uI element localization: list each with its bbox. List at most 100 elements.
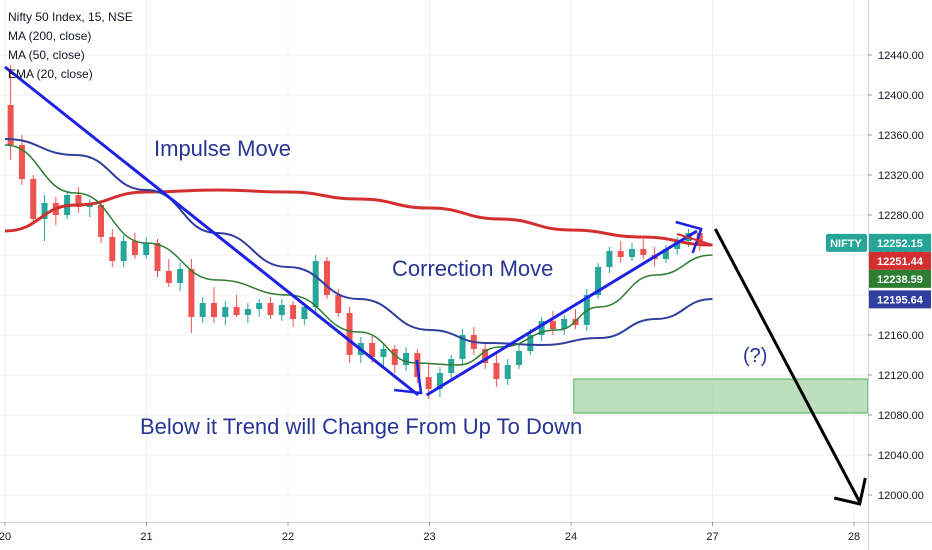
candle-body (346, 313, 353, 355)
symbol-tag (826, 233, 867, 252)
candle (323, 257, 330, 299)
price-tags: NIFTY 12252.15 12251.44 12238.59 12195.64 (826, 233, 931, 309)
candle (222, 301, 229, 325)
candle (98, 201, 105, 243)
projection-arrowhead (833, 477, 867, 506)
candle-body (301, 307, 308, 319)
candle-body (41, 203, 48, 219)
candle-body (369, 343, 376, 357)
candle (493, 353, 500, 387)
candle-body (165, 271, 172, 283)
candle-body (527, 335, 534, 351)
candle-body (549, 321, 556, 329)
candle (628, 243, 635, 261)
impulse-arrowhead (393, 359, 423, 395)
ma200-legend[interactable]: MA (200, close) (8, 29, 92, 43)
candle (86, 199, 93, 217)
symbol-tag-label: NIFTY (830, 238, 862, 250)
price-tag (869, 290, 931, 309)
candle-body (120, 241, 127, 261)
candle-body (391, 349, 398, 365)
price-tick-label: 12320.00 (878, 170, 924, 182)
candle-body (640, 249, 647, 255)
candle (391, 345, 398, 373)
candle-body (628, 249, 635, 257)
legend: Nifty 50 Index, 15, NSE MA (200, close) … (8, 8, 133, 84)
candle-body (674, 241, 681, 249)
price-tick-label: 12280.00 (878, 210, 924, 222)
candle (640, 239, 647, 259)
price-tick-label: 12160.00 (878, 330, 924, 342)
candle (131, 233, 138, 259)
candle (312, 255, 319, 313)
candle (109, 229, 116, 267)
candle-body (98, 205, 105, 237)
price-tick-label: 12120.00 (878, 370, 924, 382)
candle-body (459, 335, 466, 359)
correction-label: Correction Move (392, 256, 553, 281)
candle-body (154, 243, 161, 271)
candle-body (267, 303, 274, 315)
candle (18, 135, 25, 185)
candle (617, 241, 624, 263)
candle-body (323, 261, 330, 295)
candle (233, 295, 240, 317)
candle (256, 299, 263, 317)
ma50-line (4, 138, 713, 347)
candle-body (188, 269, 195, 317)
candle (30, 175, 37, 223)
candle-body (30, 179, 37, 219)
ema20-legend[interactable]: EMA (20, close) (8, 67, 93, 81)
candle-body (256, 303, 263, 309)
projection-line (714, 228, 861, 503)
candle (7, 65, 14, 160)
candle (561, 315, 568, 335)
ma50-legend[interactable]: MA (50, close) (8, 48, 85, 62)
candle-body (7, 105, 14, 145)
symbol-title[interactable]: Nifty 50 Index, 15, NSE (8, 10, 133, 24)
candle-body (335, 295, 342, 313)
candle-body (482, 349, 489, 363)
impulse-label: Impulse Move (154, 136, 291, 161)
price-tag-label: 12252.15 (877, 238, 923, 250)
price-tick-label: 12360.00 (878, 130, 924, 142)
candle (210, 287, 217, 323)
candle (448, 355, 455, 381)
candle (143, 237, 150, 259)
candle-body (403, 353, 410, 365)
price-tag-label: 12195.64 (877, 294, 924, 306)
moving-averages (4, 138, 713, 366)
grid (0, 0, 868, 522)
candle (346, 307, 353, 363)
candle (177, 263, 184, 291)
correction-trendline (425, 229, 698, 397)
time-tick-label: 21 (140, 531, 152, 543)
candle-body (425, 377, 432, 389)
candle-body (177, 269, 184, 283)
candle-body (109, 237, 116, 261)
time-axis[interactable]: 20 21 22 23 24 27 28 (0, 522, 932, 543)
candle-body (606, 251, 613, 267)
candle-body (86, 205, 93, 207)
price-pointer (676, 233, 713, 246)
candle (41, 195, 48, 241)
candle (662, 245, 669, 263)
candle-body (244, 309, 251, 315)
time-tick-label: 27 (706, 531, 718, 543)
price-tag (869, 251, 931, 270)
candle (595, 263, 602, 299)
candle (199, 297, 206, 323)
candle-body (595, 267, 602, 295)
time-tick-label: 22 (282, 531, 294, 543)
candle-body (448, 359, 455, 373)
candle (504, 359, 511, 385)
candle-body (696, 233, 703, 243)
warning-label: Below it Trend will Change From Up To Do… (140, 414, 582, 439)
candle (301, 303, 308, 325)
candle (516, 345, 523, 369)
candle-body (131, 241, 138, 255)
candle-body (18, 145, 25, 179)
candle-body (233, 307, 240, 315)
price-tick-label: 12040.00 (878, 450, 924, 462)
